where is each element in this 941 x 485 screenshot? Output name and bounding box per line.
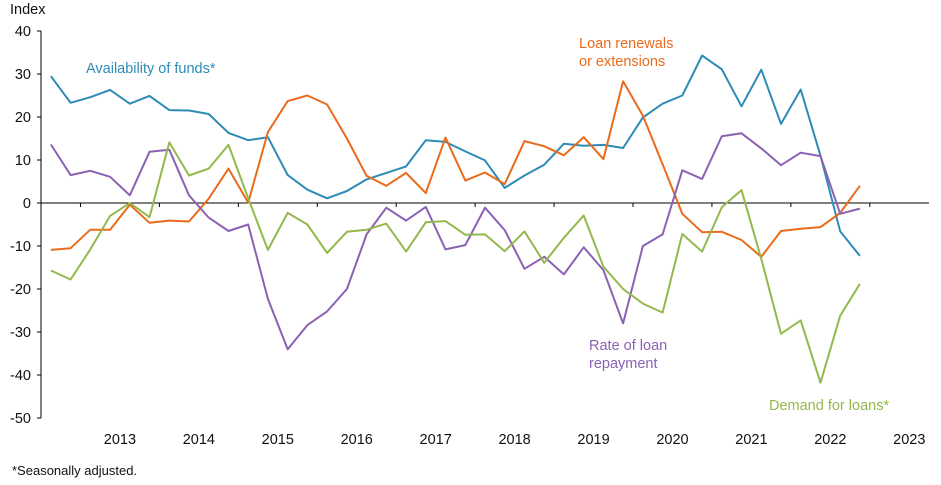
y-tick-label: -30 xyxy=(10,325,31,341)
series-labels: Availability of funds* Loan renewals or ex… xyxy=(86,36,889,414)
x-tick-label: 2023 xyxy=(893,432,925,448)
series-label-2: Rate of loan xyxy=(589,338,667,354)
x-tick-label: 2013 xyxy=(104,432,136,448)
series-line-3 xyxy=(50,141,861,384)
series-line-0 xyxy=(50,54,861,257)
y-axis-ticks: 40 30 20 10 0 -10 -20 -30 -40 -50 xyxy=(10,24,41,427)
x-tick-label: 2018 xyxy=(498,432,530,448)
x-tick-label: 2020 xyxy=(656,432,688,448)
series-label-3: Demand for loans* xyxy=(769,398,889,414)
x-tick-label: 2022 xyxy=(814,432,846,448)
y-tick-label: 30 xyxy=(15,67,31,83)
series-label-1: Loan renewals xyxy=(579,36,673,52)
series-label-2: repayment xyxy=(589,356,658,372)
x-tick-label: 2019 xyxy=(577,432,609,448)
footnote: *Seasonally adjusted. xyxy=(12,463,138,478)
x-tick-label: 2014 xyxy=(183,432,215,448)
y-tick-label: -10 xyxy=(10,239,31,255)
y-tick-label: -40 xyxy=(10,368,31,384)
y-axis-title: Index xyxy=(10,2,46,18)
series-lines xyxy=(50,54,861,384)
y-tick-label: 0 xyxy=(23,196,31,212)
axes xyxy=(40,31,929,418)
x-axis-ticks: 2013 2014 2015 2016 2017 2018 2019 2020 2021 2022… xyxy=(79,203,925,448)
series-label-0: Availability of funds* xyxy=(86,61,216,77)
x-tick-label: 2021 xyxy=(735,432,767,448)
y-tick-label: 40 xyxy=(15,24,31,40)
x-tick-label: 2016 xyxy=(341,432,373,448)
series-label-1: or extensions xyxy=(579,54,665,70)
y-tick-label: 20 xyxy=(15,110,31,126)
series-line-1 xyxy=(50,80,861,258)
x-tick-label: 2015 xyxy=(262,432,294,448)
x-tick-label: 2017 xyxy=(420,432,452,448)
y-tick-label: -50 xyxy=(10,411,31,427)
series-line-2 xyxy=(50,132,861,351)
y-tick-label: -20 xyxy=(10,282,31,298)
y-tick-label: 10 xyxy=(15,153,31,169)
